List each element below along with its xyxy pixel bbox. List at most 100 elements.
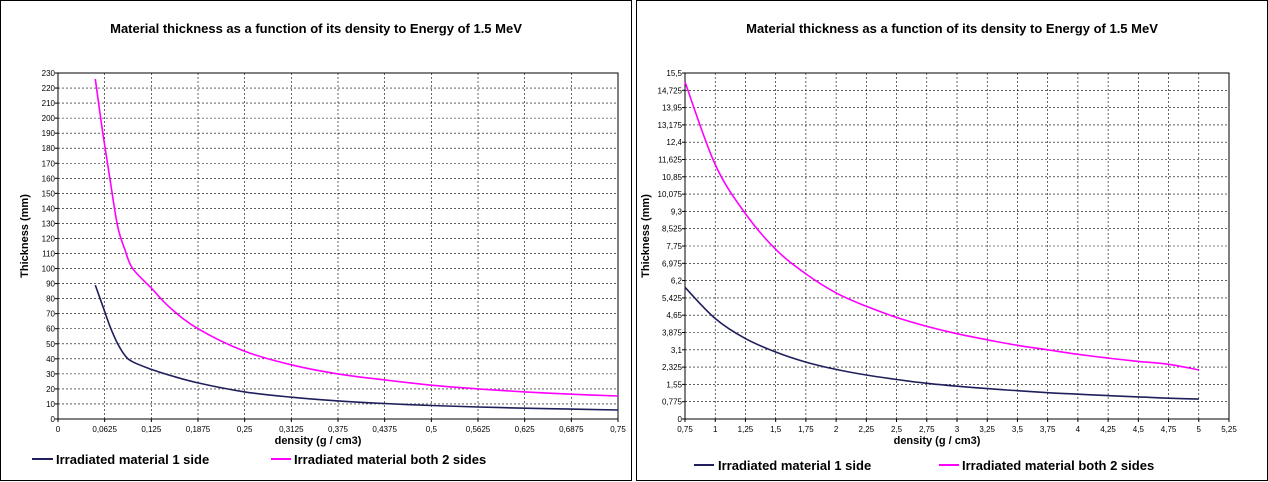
y-tick-label: 100 [42,265,56,274]
series-line-1 [684,286,1199,400]
x-tick-label: 3 [955,425,960,434]
y-tick-label: 3,1 [671,346,683,355]
y-tick-label: 230 [42,69,56,78]
y-tick-label: 180 [42,144,56,153]
y-tick-label: 30 [46,370,55,379]
legend-label-1: Irradiated material 1 side [56,452,209,467]
x-tick-label: 3,5 [1012,425,1024,434]
x-tick-label: 0,75 [610,425,626,434]
y-tick-label: 0 [678,415,683,424]
y-tick-label: 3,875 [662,329,683,338]
y-axis-title: Thickness (mm) [640,194,652,278]
x-tick-label: 1 [713,425,718,434]
grid-lines [684,72,1230,420]
x-tick-label: 2 [834,425,839,434]
x-tick-label: 1,75 [798,425,814,434]
y-tick-label: 190 [42,129,56,138]
y-tick-label: 80 [46,295,55,304]
y-tick-label: 120 [42,234,56,243]
y-tick-label: 140 [42,204,56,213]
y-tick-label: 170 [42,159,56,168]
y-tick-label: 50 [46,340,55,349]
x-tick-label: 0,125 [141,425,162,434]
y-tick-label: 5,425 [662,294,683,303]
x-tick-label: 1,5 [770,425,782,434]
x-axis-title: density (g / cm3) [894,435,981,447]
y-axis-title: Thickness (mm) [19,194,31,278]
x-axis-title: density (g / cm3) [275,435,362,447]
y-tick-label: 2,325 [662,363,683,372]
y-tick-label: 210 [42,99,56,108]
x-tick-label: 0,1875 [186,425,211,434]
y-tick-label: 12,4 [666,138,682,147]
grid-lines [57,72,619,420]
x-tick-label: 0,625 [515,425,536,434]
y-tick-label: 160 [42,174,56,183]
legend-label-2: Irradiated material both 2 sides [294,452,486,467]
x-tick-label: 3,25 [979,425,995,434]
y-tick-label: 8,525 [662,225,683,234]
y-tick-label: 6,975 [662,259,683,268]
y-tick-label: 0,775 [662,398,683,407]
x-tick-label: 4,5 [1133,425,1145,434]
x-tick-label: 0,75 [677,425,693,434]
x-tick-label: 0,0625 [92,425,117,434]
y-tick-label: 14,725 [658,86,683,95]
y-tick-label: 40 [46,355,55,364]
x-tick-label: 2,25 [859,425,875,434]
x-tick-label: 3,75 [1040,425,1056,434]
x-tick-label: 1,25 [738,425,754,434]
x-tick-label: 5,25 [1221,425,1237,434]
y-tick-label: 4,65 [666,311,682,320]
chart-title: Material thickness as a function of its … [746,21,1158,36]
y-tick-label: 13,175 [658,121,683,130]
x-tick-label: 0,375 [328,425,349,434]
y-tick-label: 10,85 [662,173,683,182]
x-tick-label: 0,6875 [559,425,584,434]
x-tick-label: 2,5 [891,425,903,434]
y-tick-label: 10,075 [658,190,683,199]
x-tick-label: 0,4375 [372,425,397,434]
legend-label-1: Irradiated material 1 side [718,458,871,473]
chart-left-svg: Material thickness as a function of its … [19,21,626,467]
x-tick-label: 4 [1076,425,1081,434]
x-tick-label: 0 [56,425,61,434]
chart-panel-right: Material thickness as a function of its … [636,0,1268,481]
y-tick-label: 11,625 [658,156,682,165]
y-tick-label: 0 [51,415,56,424]
x-tick-label: 0,5625 [466,425,491,434]
y-tick-label: 13,95 [662,104,683,113]
x-tick-label: 5 [1197,425,1202,434]
x-tick-label: 2,75 [919,425,935,434]
x-tick-label: 0,5 [426,425,438,434]
y-tick-label: 60 [46,325,55,334]
y-tick-label: 220 [42,84,56,93]
x-tick-label: 0,3125 [279,425,304,434]
series-line-2 [684,81,1199,371]
legend-label-2: Irradiated material both 2 sides [962,458,1154,473]
chart-title: Material thickness as a function of its … [110,21,522,36]
y-tick-label: 110 [42,250,55,259]
series-line-2 [94,78,619,397]
y-tick-label: 20 [46,385,55,394]
y-tick-label: 15,5 [666,69,682,78]
legend: Irradiated material 1 side Irradiated mat… [32,452,486,467]
y-tick-label: 130 [42,219,56,228]
legend: Irradiated material 1 side Irradiated mat… [694,458,1154,473]
y-tick-label: 70 [46,310,55,319]
series-line-1 [94,284,619,411]
y-tick-label: 10 [46,400,55,409]
y-tick-label: 9,3 [671,207,683,216]
x-tick-label: 0,25 [237,425,253,434]
y-tick-label: 150 [42,189,56,198]
chart-right-svg: Material thickness as a function of its … [640,21,1237,473]
y-tick-label: 90 [46,280,55,289]
y-tick-label: 7,75 [666,242,682,251]
y-tick-label: 200 [42,114,56,123]
chart-panel-left: Material thickness as a function of its … [0,0,632,481]
y-tick-label: 1,55 [666,380,682,389]
x-tick-label: 4,25 [1100,425,1116,434]
x-tick-label: 4,75 [1161,425,1177,434]
y-tick-label: 6,2 [671,277,683,286]
